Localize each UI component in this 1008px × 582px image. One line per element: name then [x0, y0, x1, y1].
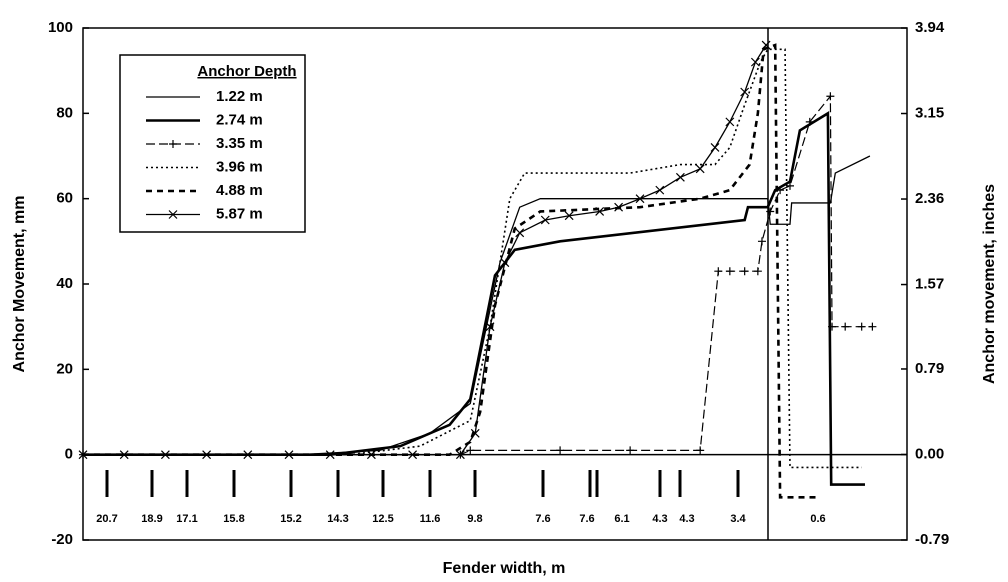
y2-tick-label: 0.00	[915, 445, 944, 462]
legend-title: Anchor Depth	[197, 63, 296, 80]
marker-x	[635, 194, 645, 204]
marker-x	[119, 450, 129, 460]
x-axis-label: Fender width, m	[443, 560, 566, 577]
marker-x	[168, 210, 178, 219]
marker-plus	[753, 267, 762, 276]
fender-label: 9.8	[467, 513, 482, 525]
legend-label: 1.22 m	[216, 88, 263, 105]
y2-tick-label: -0.79	[915, 531, 949, 548]
fender-label: 12.5	[372, 513, 393, 525]
marker-plus	[766, 207, 775, 216]
marker-plus	[714, 267, 723, 276]
marker-plus	[556, 446, 565, 455]
y-tick-label: 20	[56, 360, 73, 377]
marker-x	[284, 450, 294, 460]
marker-plus	[757, 237, 766, 246]
marker-x	[761, 40, 771, 50]
fender-label: 6.1	[614, 513, 629, 525]
marker-plus	[841, 322, 850, 331]
y2-axis-label: Anchor movement, inches	[981, 184, 998, 384]
marker-plus	[826, 92, 835, 101]
fender-label: 0.6	[810, 513, 825, 525]
y2-tick-label: 0.79	[915, 360, 944, 377]
fender-label: 15.8	[223, 513, 244, 525]
legend-label: 3.35 m	[216, 135, 263, 152]
series-line	[83, 155, 871, 456]
marker-plus	[696, 446, 705, 455]
marker-plus	[805, 117, 814, 126]
legend-label: 3.96 m	[216, 158, 263, 175]
marker-x	[455, 450, 465, 460]
marker-x	[695, 164, 705, 174]
marker-x	[740, 87, 750, 97]
marker-x	[725, 117, 735, 127]
series-line	[83, 43, 819, 499]
marker-plus	[169, 140, 177, 148]
y2-tick-label: 3.15	[915, 104, 944, 121]
legend-box	[119, 54, 306, 233]
y-axis-label: Anchor Movement, mm	[11, 196, 28, 373]
legend-label: 2.74 m	[216, 111, 263, 128]
marker-x	[614, 202, 624, 212]
marker-plus	[857, 322, 866, 331]
marker-x	[675, 172, 685, 182]
fender-label: 4.3	[679, 513, 694, 525]
fender-label: 3.4	[730, 513, 746, 525]
legend-label: 5.87 m	[216, 205, 263, 222]
series-line	[83, 94, 873, 456]
fender-label: 14.3	[327, 513, 348, 525]
marker-plus	[725, 267, 734, 276]
fender-label: 18.9	[141, 513, 162, 525]
marker-x	[366, 450, 376, 460]
marker-plus	[740, 267, 749, 276]
y2-tick-label: 1.57	[915, 276, 944, 293]
y-tick-label: 60	[56, 190, 73, 207]
marker-x	[710, 143, 720, 152]
fender-label: 20.7	[96, 513, 117, 525]
marker-plus	[626, 446, 635, 455]
marker-x	[564, 211, 574, 221]
marker-x	[485, 322, 495, 332]
marker-plus	[828, 322, 837, 331]
fender-label: 17.1	[176, 513, 197, 525]
fender-label: 15.2	[280, 513, 301, 525]
marker-x	[515, 228, 525, 238]
y-tick-label: 100	[48, 19, 73, 36]
marker-x	[655, 185, 665, 195]
legend-label: 4.88 m	[216, 182, 263, 199]
y-tick-label: 80	[56, 104, 73, 121]
series-line	[83, 48, 862, 469]
marker-x	[408, 450, 418, 460]
marker-x	[160, 450, 170, 460]
y-tick-label: 0	[65, 446, 73, 463]
marker-plus	[868, 322, 877, 331]
y2-tick-label: 2.36	[915, 190, 944, 207]
marker-x	[595, 207, 605, 216]
fender-label: 11.6	[420, 513, 441, 525]
marker-plus	[466, 446, 475, 455]
marker-x	[500, 258, 510, 268]
marker-x	[325, 450, 335, 460]
marker-x	[78, 450, 88, 460]
marker-x	[540, 215, 550, 225]
y-tick-label: -20	[51, 531, 73, 548]
y-tick-label: 40	[56, 275, 73, 292]
marker-x	[750, 57, 760, 67]
fender-label: 7.6	[579, 513, 594, 525]
marker-x	[202, 450, 212, 460]
fender-label: 7.6	[535, 513, 550, 525]
marker-x	[243, 450, 253, 460]
fender-label: 4.3	[652, 513, 667, 525]
y2-tick-label: 3.94	[915, 19, 945, 36]
marker-x	[470, 428, 480, 438]
